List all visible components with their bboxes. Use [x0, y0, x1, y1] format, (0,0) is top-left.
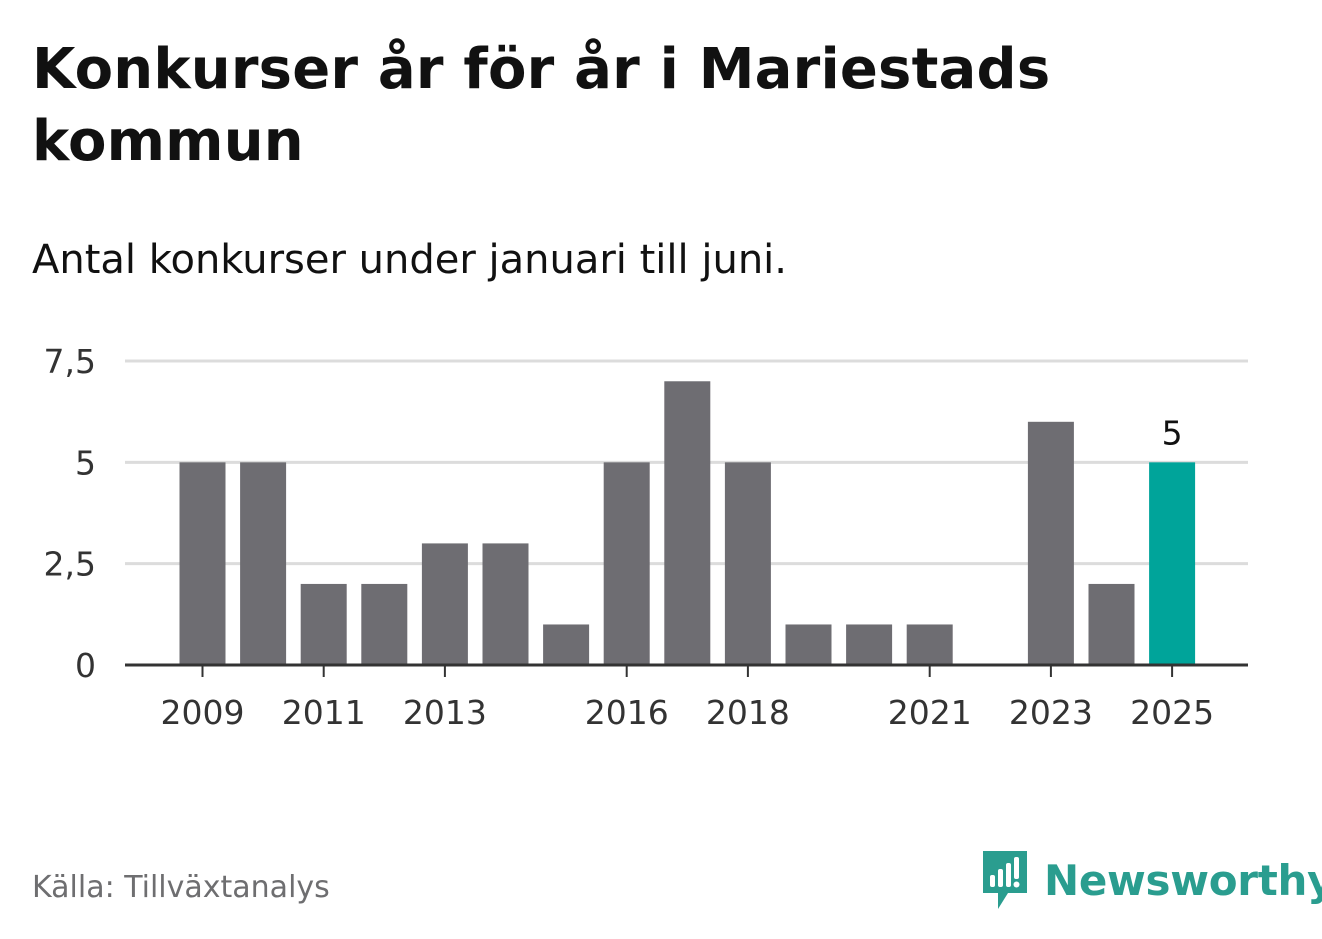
chart-title: Konkurser år för år i Mariestads kommun [32, 37, 1051, 174]
y-tick-label: 7,5 [44, 342, 96, 381]
bar [543, 624, 590, 665]
x-axis [125, 663, 1248, 677]
x-tick-label: 2016 [585, 693, 669, 732]
bar [300, 583, 347, 665]
data-label: 5 [1162, 413, 1183, 452]
bar [724, 462, 771, 665]
x-tick-label: 2018 [706, 693, 790, 732]
newsworthy-logo-icon [983, 851, 1027, 909]
data-labels: 5 [1162, 413, 1183, 452]
bars [179, 381, 1196, 665]
bar [240, 462, 287, 665]
bar-highlight [1149, 462, 1196, 665]
bar [1088, 583, 1135, 665]
bar [846, 624, 893, 665]
bar [906, 624, 953, 665]
bar [179, 462, 226, 665]
y-axis-tick-labels: 0 2,5 5 7,5 [44, 342, 96, 685]
source-note: Källa: Tillväxtanalys [32, 870, 330, 905]
bar [421, 543, 468, 665]
y-tick-label: 0 [75, 646, 96, 685]
y-tick-label: 5 [75, 443, 96, 482]
y-tick-label: 2,5 [44, 545, 96, 584]
x-tick-label: 2021 [888, 693, 972, 732]
brand: Newsworthy [980, 848, 1322, 912]
x-tick-label: 2013 [403, 693, 487, 732]
x-tick-label: 2009 [161, 693, 245, 732]
bar [1027, 421, 1074, 665]
chart-subtitle: Antal konkurser under januari till juni. [32, 237, 787, 283]
bar [482, 543, 529, 665]
x-tick-label: 2023 [1009, 693, 1093, 732]
bar [785, 624, 832, 665]
bar [361, 583, 408, 665]
x-tick-label: 2011 [282, 693, 366, 732]
bar [664, 381, 711, 665]
x-tick-label: 2025 [1130, 693, 1214, 732]
brand-name: Newsworthy [1044, 855, 1322, 905]
x-axis-tick-labels: 2009 2011 2013 2016 2018 2021 2023 2025 [161, 693, 1215, 732]
bar [603, 462, 650, 665]
